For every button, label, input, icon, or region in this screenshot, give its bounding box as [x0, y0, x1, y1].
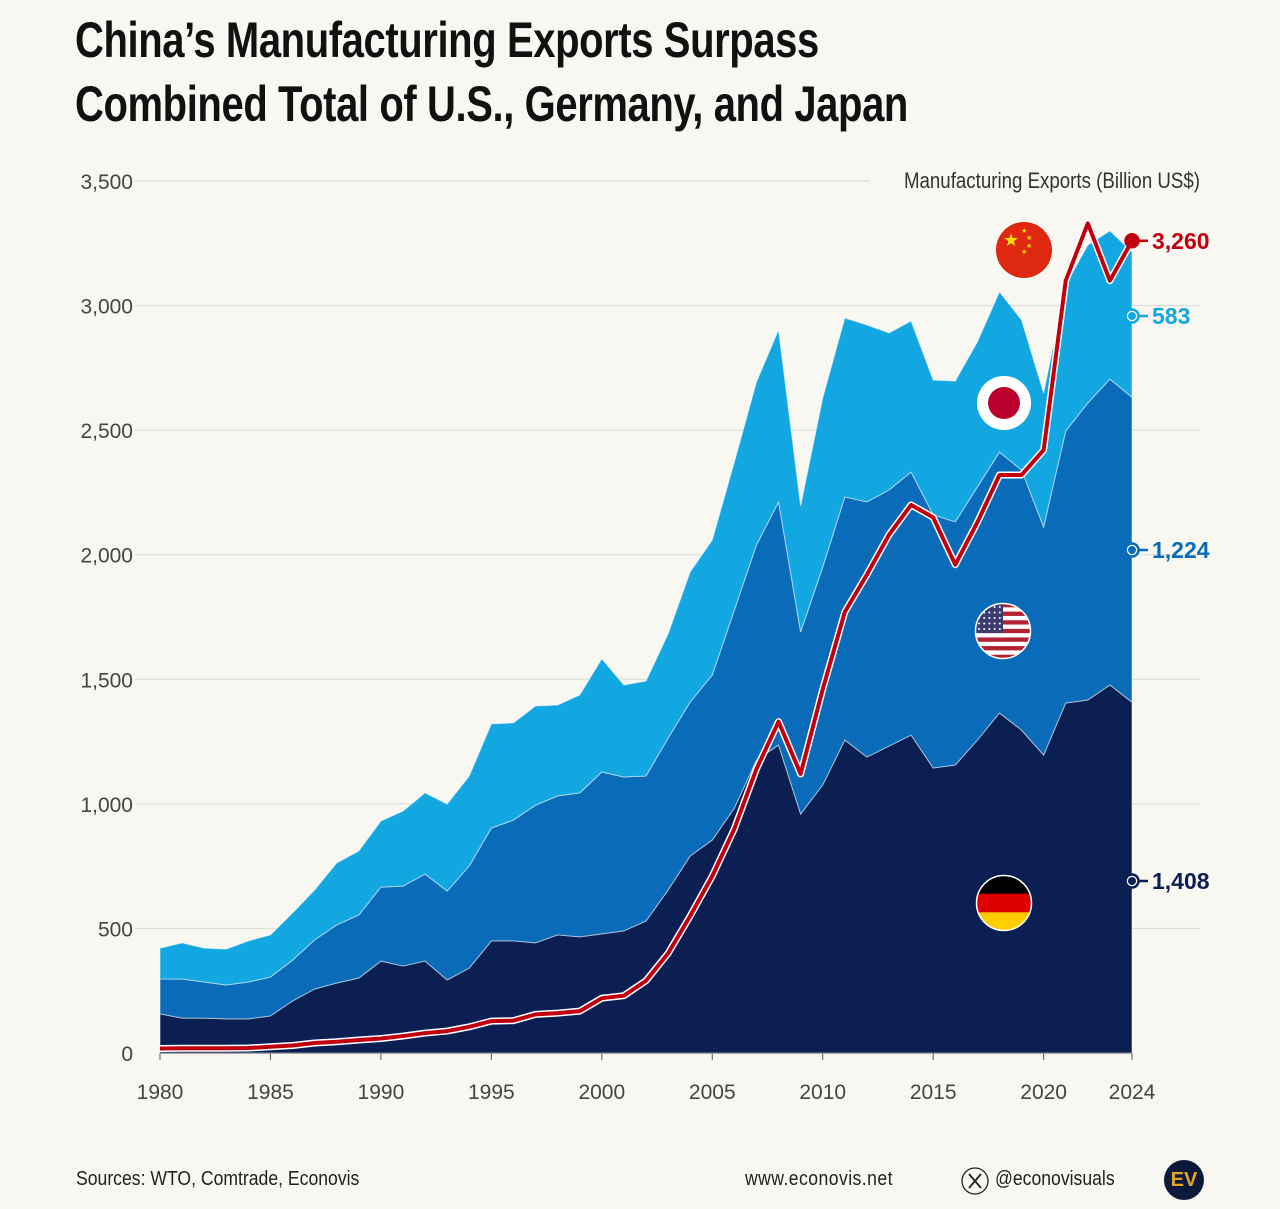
- star-icon: [993, 606, 996, 608]
- star-icon: ★: [1003, 230, 1019, 250]
- end-dot-inner: [1128, 877, 1136, 885]
- star-icon: ★: [1021, 248, 1027, 256]
- unit-label: Manufacturing Exports (Billion US$): [904, 170, 1200, 194]
- star-icon: [998, 606, 1001, 608]
- chart-title: China’s Manufacturing Exports Surpass Co…: [75, 8, 908, 136]
- star-icon: [988, 622, 991, 625]
- x-tick-label: 2020: [1020, 1081, 1067, 1104]
- china-flag-icon: ★ ★★★★: [996, 222, 1052, 278]
- stripe: [975, 646, 1031, 651]
- sources-text: Sources: WTO, Comtrade, Econovis: [76, 1168, 360, 1190]
- y-tick-label: 0: [121, 1043, 133, 1066]
- y-tick-label: 1,500: [80, 669, 133, 692]
- star-icon: ★: [1021, 227, 1027, 235]
- x-tick-label: 1980: [137, 1081, 184, 1104]
- star-icon: [988, 617, 991, 619]
- end-label-germany: 1,408: [1152, 868, 1210, 894]
- star-icon: [983, 628, 986, 630]
- star-icon: [978, 628, 980, 630]
- flag-border: [975, 874, 1033, 932]
- star-icon: [993, 611, 996, 614]
- y-tick-label: 2,000: [80, 545, 133, 568]
- end-dot-china: [1124, 233, 1140, 249]
- star-icon: ★: [1026, 234, 1032, 242]
- end-label-us: 1,224: [1152, 537, 1210, 563]
- star-icon: ★: [1026, 242, 1032, 250]
- area-japan: [159, 230, 1133, 986]
- y-tick-label: 3,500: [80, 171, 133, 194]
- star-icon: [988, 628, 991, 630]
- social-handle[interactable]: @econovisuals: [995, 1168, 1115, 1190]
- star-icon: [993, 617, 996, 619]
- star-icon: [993, 622, 996, 625]
- stripe: [975, 641, 1031, 647]
- star-icon: [983, 617, 986, 619]
- y-tick-label: 3,000: [80, 296, 133, 319]
- x-tick-label: 2010: [799, 1081, 846, 1104]
- stripe: [975, 637, 1031, 643]
- flag-field: [996, 222, 1052, 278]
- y-tick-label: 2,500: [80, 420, 133, 443]
- star-icon: [978, 622, 980, 625]
- flag-border: [974, 602, 1032, 660]
- china-line: [159, 221, 1134, 1051]
- x-tick-label: 1990: [358, 1081, 405, 1104]
- flag-band: [976, 893, 1032, 913]
- star-icon: [983, 622, 986, 625]
- end-dot-inner: [1128, 312, 1136, 320]
- star-icon: [998, 617, 1001, 619]
- econovis-logo: EV: [1164, 1160, 1204, 1200]
- x-tick-label: 2015: [910, 1081, 957, 1104]
- star-icon: [988, 611, 991, 614]
- end-label-china: 3,260: [1152, 228, 1210, 254]
- x-tick-label: 2005: [689, 1081, 736, 1104]
- x-tick-label: 1985: [247, 1081, 294, 1104]
- x-tick-label: 2000: [578, 1081, 625, 1104]
- x-tick-label: 2024: [1109, 1081, 1156, 1104]
- star-icon: [998, 611, 1001, 614]
- end-label-japan: 583: [1152, 303, 1190, 329]
- title-line-2: Combined Total of U.S., Germany, and Jap…: [75, 76, 908, 132]
- stripe: [975, 650, 1031, 655]
- y-tick-label: 1,000: [80, 794, 133, 817]
- x-tick-label: 1995: [468, 1081, 515, 1104]
- sun-disc: [988, 387, 1020, 419]
- star-icon: [998, 628, 1001, 630]
- title-line-1: China’s Manufacturing Exports Surpass: [75, 12, 819, 68]
- star-icon: [993, 628, 996, 630]
- website-link[interactable]: www.econovis.net: [745, 1168, 893, 1190]
- stripe: [975, 654, 1031, 659]
- japan-flag-icon: [977, 376, 1031, 430]
- x-logo-icon: [961, 1167, 989, 1195]
- end-dot-inner: [1128, 546, 1136, 554]
- stripe: [975, 633, 1031, 638]
- star-icon: [998, 622, 1001, 625]
- y-tick-label: 500: [98, 918, 133, 941]
